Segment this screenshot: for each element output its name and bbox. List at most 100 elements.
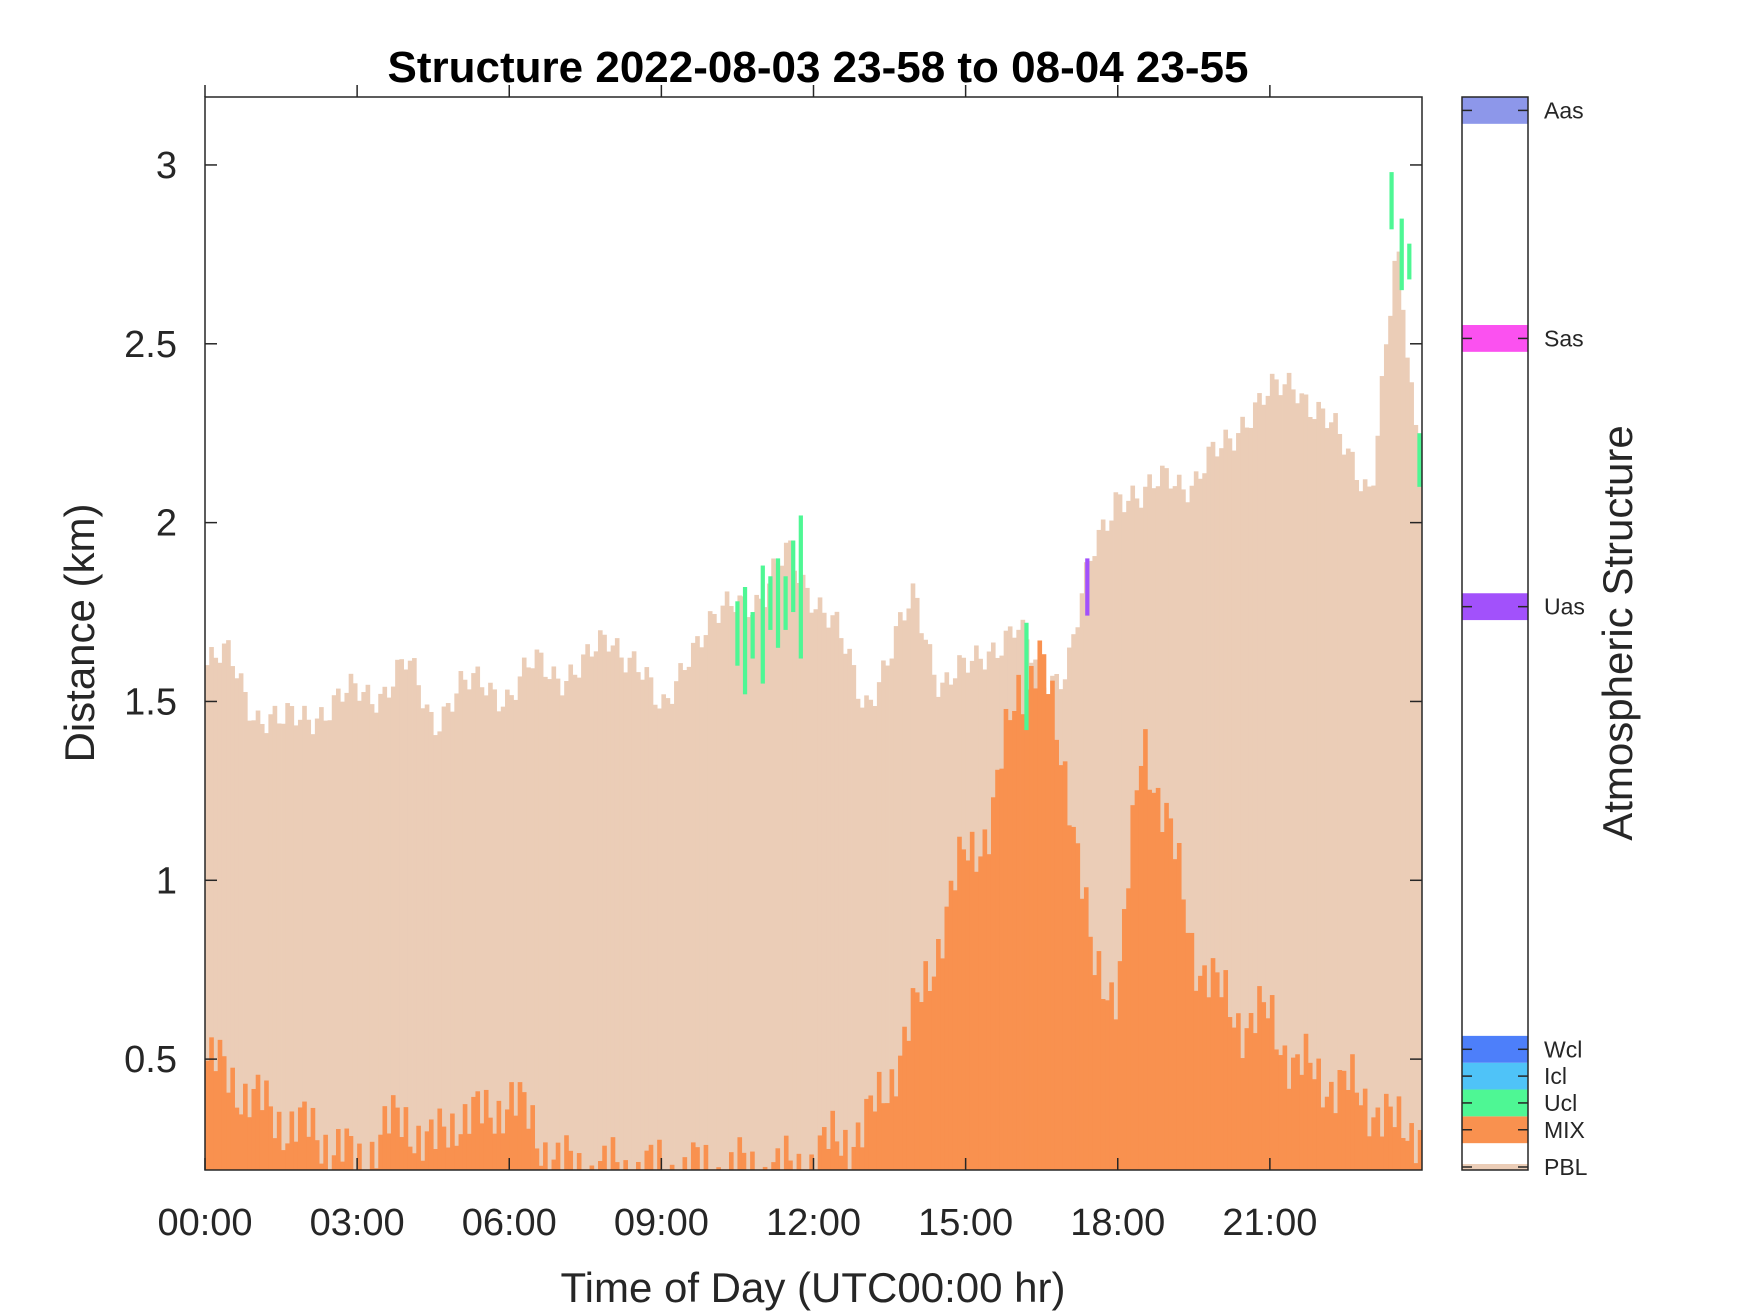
pbl-bar <box>809 612 814 1170</box>
pbl-bar <box>864 695 869 1170</box>
pbl-bar <box>881 660 886 1170</box>
pbl-bar <box>792 570 797 1170</box>
pbl-bar <box>838 638 844 1170</box>
mix-bar <box>281 1150 286 1170</box>
pbl-bar <box>319 707 324 1170</box>
pbl-bar <box>1185 502 1190 1171</box>
mix-bar <box>690 1142 696 1170</box>
pbl-bar <box>581 654 586 1170</box>
mix-bar <box>995 769 1000 1170</box>
pbl-bar <box>1181 489 1186 1171</box>
pbl-bar <box>686 666 692 1170</box>
mix-bar <box>1341 1070 1347 1170</box>
pbl-bar <box>1079 593 1085 1170</box>
mix-bar <box>1130 805 1136 1170</box>
pbl-bar <box>606 651 612 1170</box>
y-tick-label: 2 <box>156 503 177 545</box>
pbl-bar <box>238 673 244 1170</box>
mix-bar <box>205 1060 210 1170</box>
mix-bar <box>986 854 992 1170</box>
mix-bar <box>669 1164 675 1170</box>
colorbar-swatch-wcl <box>1462 1035 1528 1063</box>
pbl-bar <box>230 666 235 1170</box>
ucl-segment <box>1389 172 1394 230</box>
pbl-bar <box>1371 485 1376 1170</box>
pbl-bar <box>703 635 709 1170</box>
pbl-bar <box>1350 451 1355 1170</box>
pbl-bar <box>264 733 269 1170</box>
mix-bar <box>445 1147 451 1170</box>
pbl-bar <box>631 651 637 1170</box>
pbl-bar <box>551 666 557 1170</box>
ucl-segment <box>775 558 781 648</box>
mix-bar <box>412 1153 417 1170</box>
pbl-bar <box>1117 494 1123 1170</box>
mix-bar <box>695 1147 700 1170</box>
mix-bar <box>910 988 916 1170</box>
mix-bar <box>399 1137 405 1170</box>
pbl-bar <box>652 704 658 1170</box>
mix-bar <box>648 1144 654 1170</box>
mix-bar <box>407 1146 413 1170</box>
mix-bar <box>1367 1136 1372 1170</box>
mix-bar <box>872 1111 878 1170</box>
mix-bar <box>551 1159 557 1170</box>
mix-bar <box>1392 1127 1398 1170</box>
pbl-bar <box>340 701 345 1170</box>
pbl-bar <box>272 705 278 1170</box>
pbl-bar <box>1282 384 1288 1170</box>
mix-bar <box>876 1071 882 1170</box>
pbl-bar <box>1126 500 1131 1170</box>
pbl-bar <box>1413 424 1419 1171</box>
pbl-bar <box>783 542 789 1170</box>
pbl-bar <box>690 642 696 1170</box>
pbl-bar <box>1257 393 1262 1170</box>
mix-bar <box>530 1105 536 1170</box>
colorbar-label-aas: Aas <box>1544 97 1584 123</box>
mix-bar <box>1303 1033 1309 1170</box>
mix-bar <box>509 1082 514 1170</box>
pbl-bar <box>724 591 730 1170</box>
pbl-bar <box>585 644 590 1170</box>
pbl-bar <box>610 645 616 1170</box>
mix-bar <box>462 1104 468 1170</box>
mix-bar <box>1409 1123 1414 1170</box>
pbl-bar <box>657 708 662 1170</box>
pbl-bar <box>800 574 806 1170</box>
mix-bar <box>1134 790 1140 1170</box>
pbl-bar <box>741 596 747 1170</box>
pbl-bar <box>1240 416 1245 1171</box>
mix-bar <box>348 1136 354 1170</box>
mix-bar <box>496 1100 502 1170</box>
y-tick-label: 1 <box>156 860 177 902</box>
pbl-bar <box>1358 491 1364 1170</box>
mix-bar <box>597 1161 603 1170</box>
mix-bar <box>931 976 937 1170</box>
colorbar-swatch-mix <box>1462 1116 1528 1144</box>
pbl-bar <box>285 703 290 1170</box>
pbl-bar <box>327 720 333 1170</box>
mix-bar <box>682 1157 688 1170</box>
pbl-bar <box>775 563 781 1170</box>
pbl-bar <box>450 711 455 1170</box>
mix-bar <box>796 1153 802 1170</box>
pbl-bar <box>445 703 451 1170</box>
mix-bar <box>1147 789 1152 1170</box>
x-tick-label: 15:00 <box>918 1202 1013 1244</box>
mix-bar <box>1286 1088 1292 1170</box>
mix-bar <box>500 1133 506 1170</box>
pbl-bar <box>589 656 595 1170</box>
mix-bar <box>1172 859 1178 1170</box>
mix-bar <box>830 1110 836 1170</box>
pbl-bar <box>936 696 941 1170</box>
mix-bar <box>1067 825 1072 1170</box>
mix-bar <box>834 1141 840 1170</box>
mix-bar <box>428 1119 434 1170</box>
pbl-bar <box>1274 379 1279 1170</box>
pbl-bar <box>1329 422 1334 1170</box>
pbl-bar <box>538 652 544 1170</box>
mix-bar <box>602 1145 607 1170</box>
pbl-bar <box>830 615 836 1170</box>
mix-bar <box>1219 997 1224 1170</box>
